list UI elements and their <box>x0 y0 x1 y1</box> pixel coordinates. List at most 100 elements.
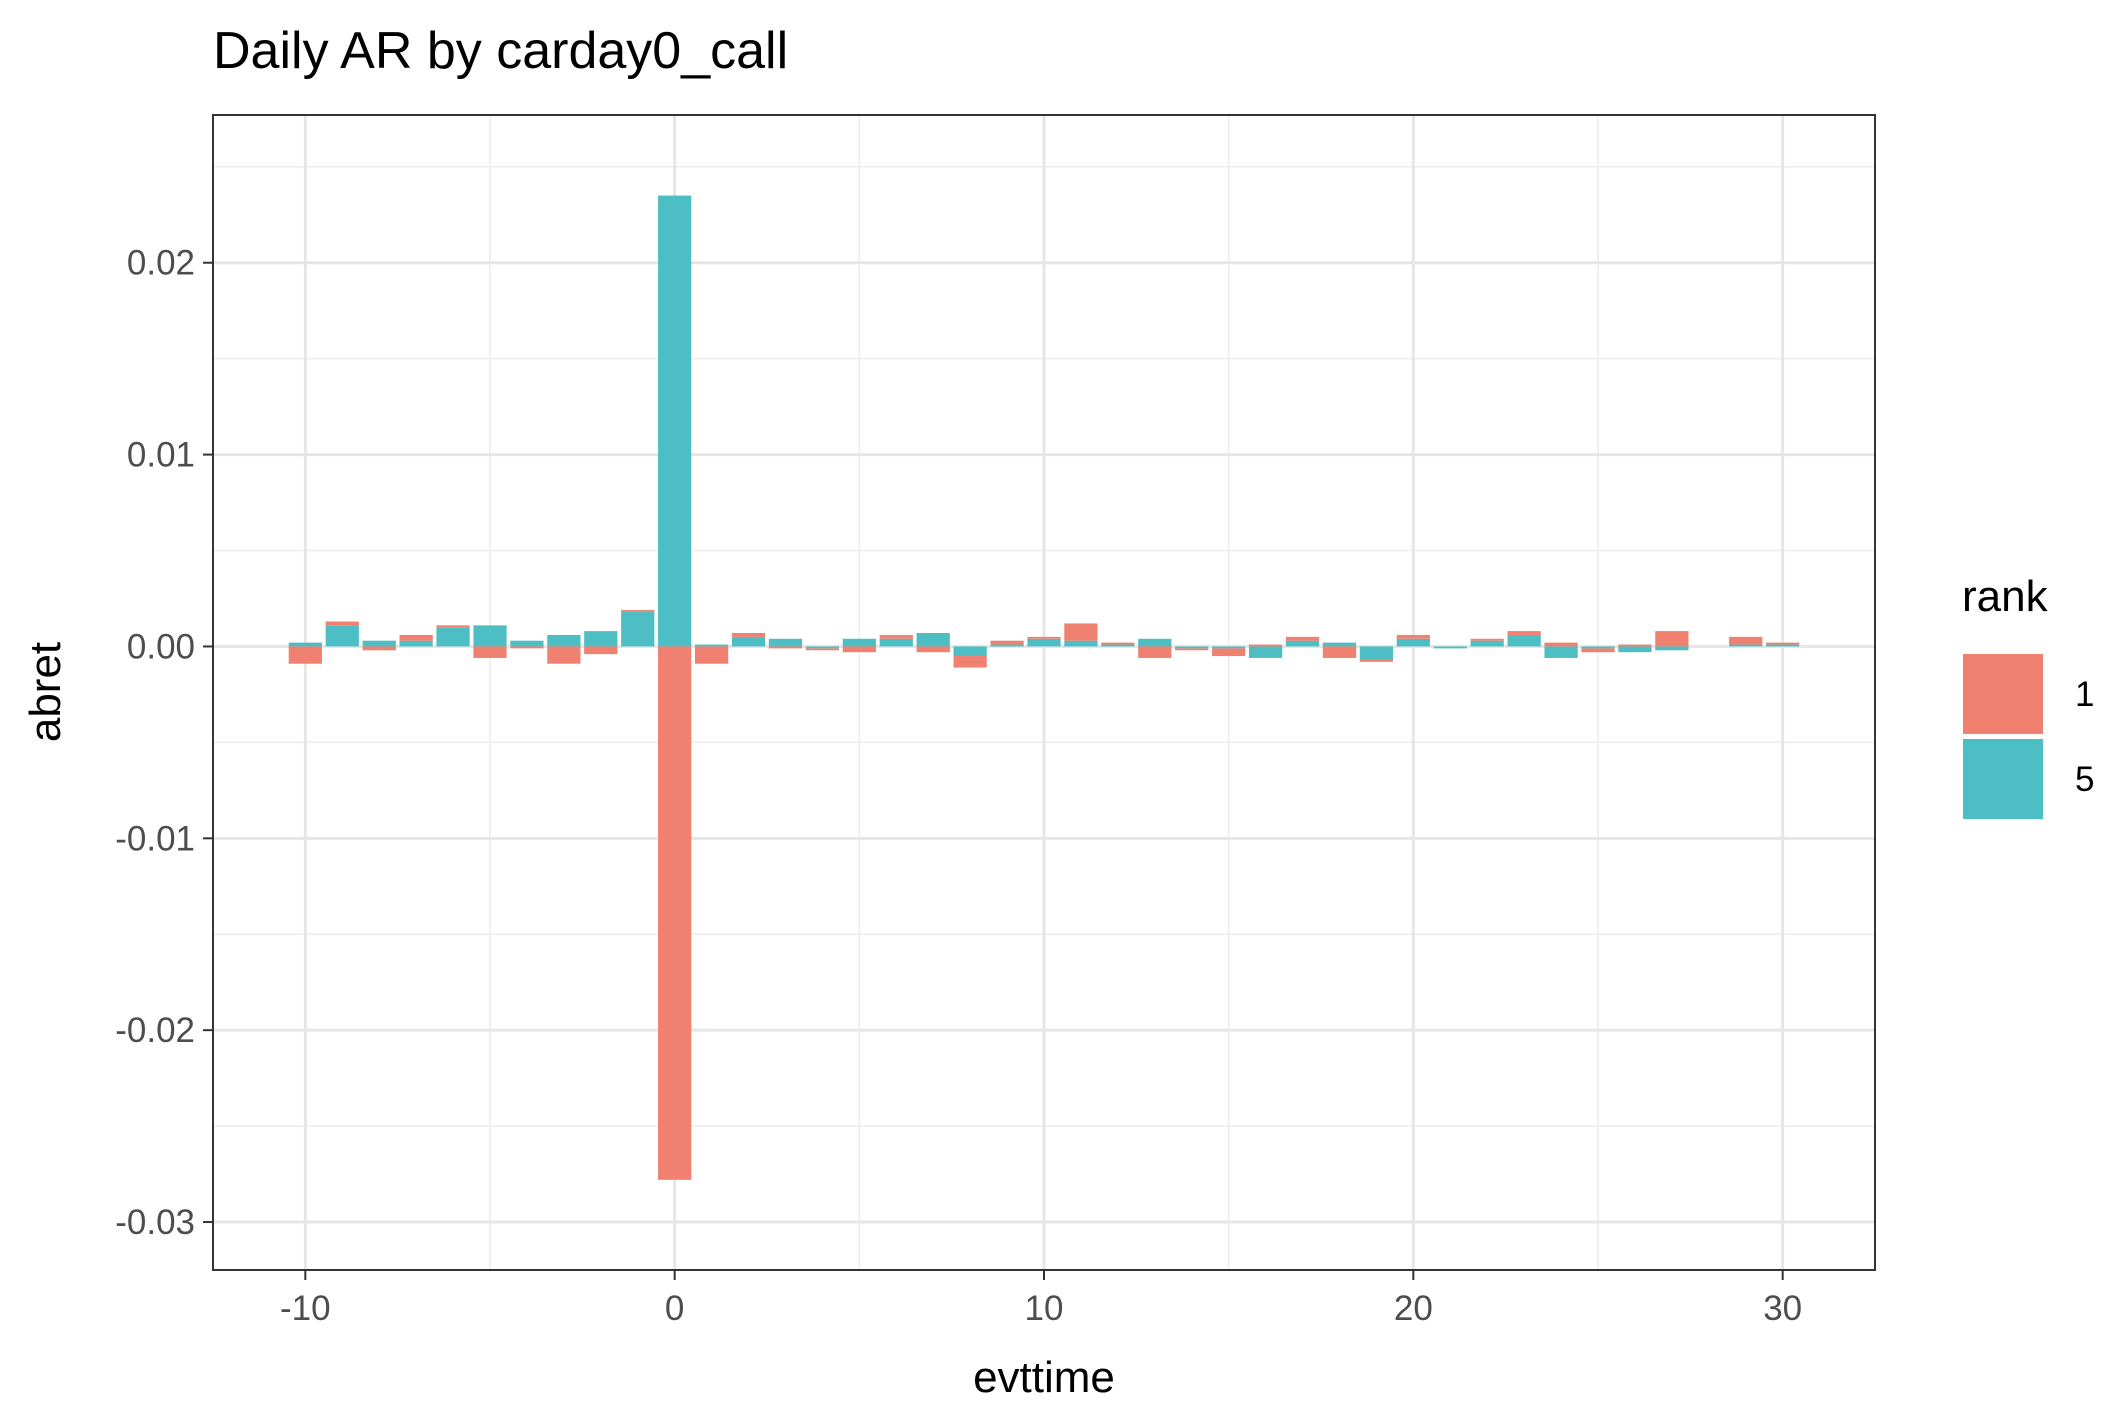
bar-rank-1 <box>584 646 618 655</box>
x-axis-label: evttime <box>973 1353 1115 1402</box>
bar-rank-1 <box>879 634 913 639</box>
bar-rank-1 <box>1248 644 1283 647</box>
bar-rank-1 <box>1396 634 1430 639</box>
bar-rank-1 <box>731 633 766 637</box>
x-tick-label: 30 <box>1763 1289 1802 1328</box>
bar-rank-5 <box>473 625 507 647</box>
bar-rank-1 <box>621 610 655 612</box>
bar-rank-5 <box>1359 646 1394 660</box>
bar-rank-5 <box>1027 638 1061 647</box>
bars <box>288 195 1800 1180</box>
bar-rank-1 <box>1359 659 1394 662</box>
bar-rank-1 <box>1766 642 1800 645</box>
bar-rank-5 <box>325 625 359 647</box>
bar-rank-1 <box>953 656 987 668</box>
y-axis-label: abret <box>21 642 70 742</box>
bar-rank-5 <box>399 640 433 647</box>
legend: rank 1 5 <box>1962 572 2094 819</box>
y-axis: -0.03 -0.02 -0.01 0.00 0.01 0.02 <box>115 244 213 1242</box>
x-tick-label: 10 <box>1025 1289 1064 1328</box>
bar-rank-5 <box>1655 646 1689 651</box>
bar-rank-5 <box>953 646 987 657</box>
legend-label: 1 <box>2075 675 2094 714</box>
bar-rank-1 <box>1101 642 1135 645</box>
bar-rank-5 <box>1285 640 1320 647</box>
y-tick-label: 0.02 <box>127 244 195 283</box>
bar-rank-5 <box>1581 646 1615 649</box>
bar-rank-1 <box>547 646 581 664</box>
bar-rank-5 <box>1618 646 1652 653</box>
bar-rank-5 <box>1766 644 1800 647</box>
chart-title: Daily AR by carday0_call <box>213 22 788 80</box>
bar-rank-5 <box>694 644 729 647</box>
bar-rank-1 <box>1027 636 1061 639</box>
bar-rank-1 <box>1285 636 1320 641</box>
bar-rank-1 <box>325 621 359 626</box>
bar-rank-1 <box>990 640 1024 645</box>
bar-rank-5 <box>842 638 876 647</box>
bar-rank-1 <box>1544 642 1578 647</box>
legend-key-1 <box>1963 654 2043 734</box>
bar-rank-5 <box>621 611 655 647</box>
bar-rank-1 <box>768 646 803 649</box>
bar-rank-5 <box>584 631 618 647</box>
y-tick-label: 0.00 <box>127 627 195 666</box>
bar-rank-5 <box>1064 640 1098 647</box>
bar-rank-1 <box>362 646 396 651</box>
bar-rank-1 <box>1655 631 1689 647</box>
bar-rank-1 <box>694 646 729 664</box>
bar-rank-1 <box>288 646 322 664</box>
bar-rank-1 <box>399 634 433 641</box>
x-axis: -10 0 10 20 30 <box>280 1270 1802 1328</box>
bar-rank-5 <box>990 644 1024 647</box>
bar-rank-1 <box>510 646 544 649</box>
legend-title: rank <box>1962 572 2049 621</box>
y-tick-label: -0.03 <box>115 1203 195 1242</box>
bar-rank-5 <box>1248 646 1283 658</box>
bar-rank-5 <box>1729 644 1763 647</box>
bar-rank-5 <box>768 638 803 647</box>
bar-rank-5 <box>731 636 766 647</box>
bar-rank-1 <box>842 646 876 653</box>
bar-rank-5 <box>1212 646 1246 649</box>
bar-rank-5 <box>288 642 322 647</box>
x-tick-label: -10 <box>280 1289 331 1328</box>
bar-rank-5 <box>1507 634 1541 647</box>
x-tick-label: 0 <box>665 1289 684 1328</box>
bar-rank-5 <box>1544 646 1578 658</box>
bar-rank-5 <box>1433 646 1467 649</box>
bar-rank-5 <box>1322 642 1357 647</box>
bar-rank-1 <box>1507 631 1541 635</box>
bar-rank-1 <box>1322 646 1357 658</box>
bar-rank-5 <box>805 646 840 649</box>
bar-rank-1 <box>1175 648 1209 651</box>
bar-rank-5 <box>510 640 544 647</box>
bar-rank-1 <box>1138 646 1172 658</box>
legend-label: 5 <box>2075 760 2094 799</box>
bar-rank-1 <box>1581 648 1615 653</box>
y-tick-label: 0.01 <box>127 436 195 475</box>
bar-rank-5 <box>362 640 396 647</box>
bar-rank-1 <box>1618 644 1652 647</box>
y-tick-label: -0.02 <box>115 1011 195 1050</box>
bar-rank-1 <box>473 646 507 658</box>
bar-rank-5 <box>547 634 581 647</box>
bar-rank-5 <box>1470 640 1504 647</box>
bar-rank-1 <box>1064 623 1098 641</box>
legend-key-5 <box>1963 739 2043 819</box>
bar-rank-1 <box>1212 648 1246 657</box>
bar-rank-5 <box>879 638 913 647</box>
x-tick-label: 20 <box>1394 1289 1433 1328</box>
bar-rank-1 <box>1470 638 1504 641</box>
bar-rank-5 <box>1101 644 1135 647</box>
bar-rank-1 <box>658 646 692 1180</box>
bar-rank-1 <box>1729 636 1763 645</box>
bar-rank-1 <box>436 625 470 628</box>
bar-rank-5 <box>436 627 470 647</box>
bar-rank-5 <box>1396 638 1430 647</box>
bar-rank-5 <box>916 633 950 647</box>
bar-rank-1 <box>916 646 950 653</box>
bar-rank-5 <box>1175 646 1209 649</box>
y-tick-label: -0.01 <box>115 819 195 858</box>
